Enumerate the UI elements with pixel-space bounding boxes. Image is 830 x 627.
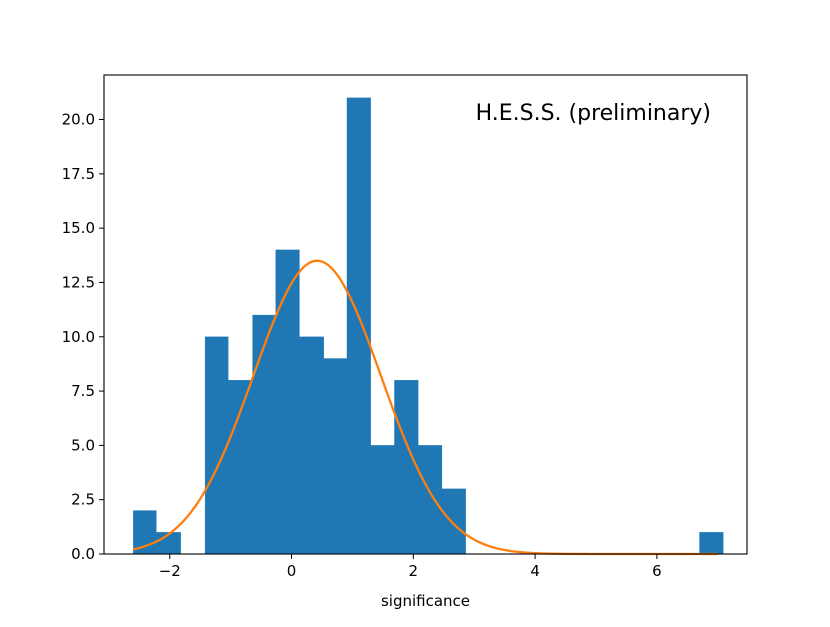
hess-preliminary-annotation: H.E.S.S. (preliminary): [476, 101, 711, 126]
y-tick-label: 17.5: [62, 165, 95, 183]
y-tick-label: 15.0: [62, 219, 95, 237]
histogram-bar: [299, 336, 324, 555]
x-tick-label: 6: [652, 562, 662, 580]
y-tick-label: 20.0: [62, 111, 95, 129]
x-axis-ticks: −2 0 2 4 6: [159, 554, 662, 580]
histogram-bar: [370, 445, 395, 555]
histogram-bar: [252, 314, 276, 555]
y-tick-label: 7.5: [71, 382, 95, 400]
plot-frame: [103, 74, 748, 555]
histogram-bar: [346, 97, 371, 555]
y-tick-label: 0.0: [71, 545, 95, 563]
y-axis-ticks: 0.0 2.5 5.0 7.5 10.0 12.5 15.0 17.5 20.0: [62, 111, 104, 563]
histogram-bar: [204, 336, 229, 555]
y-tick-label: 10.0: [62, 328, 95, 346]
x-tick-label: −2: [159, 562, 181, 580]
y-tick-label: 2.5: [71, 491, 95, 509]
y-tick-label: 12.5: [62, 273, 95, 291]
histogram-bar: [323, 358, 348, 555]
histogram-bar: [699, 532, 724, 555]
histogram-bar: [394, 380, 419, 555]
y-tick-label: 5.0: [71, 436, 95, 454]
x-axis-label: significance: [381, 592, 470, 610]
x-tick-label: 2: [409, 562, 419, 580]
x-tick-label: 4: [530, 562, 540, 580]
histogram-bar: [418, 445, 443, 555]
x-tick-label: 0: [287, 562, 297, 580]
histogram-bar: [275, 249, 300, 555]
histogram-bar: [441, 488, 466, 555]
histogram-bar: [228, 380, 253, 555]
histogram-bars: [133, 97, 724, 555]
